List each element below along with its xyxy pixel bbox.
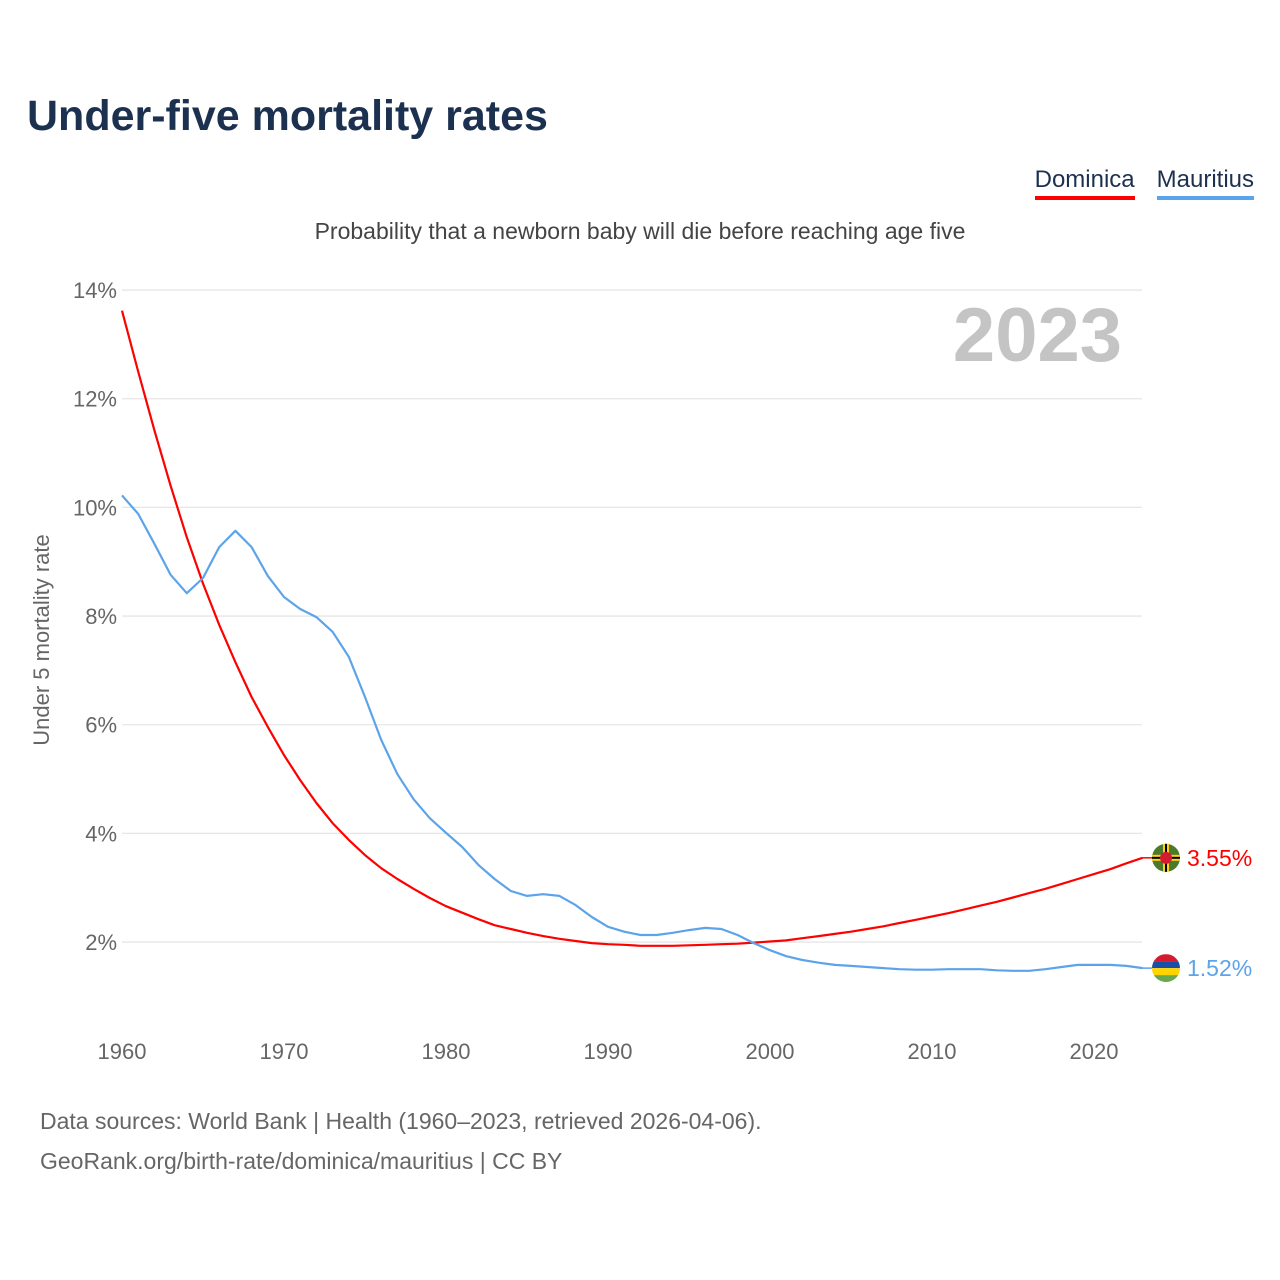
y-tick-label: 2% xyxy=(85,930,117,955)
series-line-dominica xyxy=(120,310,1143,947)
flag-disc xyxy=(1160,851,1172,864)
y-tick-label: 12% xyxy=(73,387,117,412)
year-watermark: 2023 xyxy=(952,293,1122,378)
y-tick-label: 8% xyxy=(85,604,117,629)
x-tick-label: 2020 xyxy=(1070,1039,1119,1064)
y-tick-label: 6% xyxy=(85,713,117,738)
flag-stripe xyxy=(1152,968,1180,976)
end-value-label-mauritius: 1.52% xyxy=(1187,955,1252,981)
legend-item-mauritius[interactable]: Mauritius xyxy=(1156,166,1254,200)
y-tick-label: 14% xyxy=(73,278,117,303)
end-value-label-dominica: 3.55% xyxy=(1187,845,1252,871)
legend: Dominica Mauritius xyxy=(1034,166,1254,200)
series-line-mauritius xyxy=(121,494,1143,972)
x-tick-label: 2010 xyxy=(908,1039,957,1064)
source-line: Data sources: World Bank | Health (1960–… xyxy=(40,1108,762,1134)
chart-subtitle: Probability that a newborn baby will die… xyxy=(314,218,966,244)
chart-title: Under-five mortality rates xyxy=(27,92,548,140)
flag-stripe xyxy=(1152,954,1180,962)
legend-item-dominica[interactable]: Dominica xyxy=(1034,166,1135,200)
x-tick-label: 2000 xyxy=(746,1039,795,1064)
x-tick-label: 1970 xyxy=(260,1039,309,1064)
source-link[interactable]: GeoRank.org/birth-rate/dominica/mauritiu… xyxy=(40,1148,563,1174)
x-tick-label: 1990 xyxy=(584,1039,633,1064)
y-tick-label: 4% xyxy=(85,821,117,846)
flag-stripe xyxy=(1152,961,1180,969)
x-tick-label: 1980 xyxy=(422,1039,471,1064)
flag-stripe xyxy=(1152,975,1180,983)
x-tick-label: 1960 xyxy=(98,1039,147,1064)
y-tick-label: 10% xyxy=(73,495,117,520)
